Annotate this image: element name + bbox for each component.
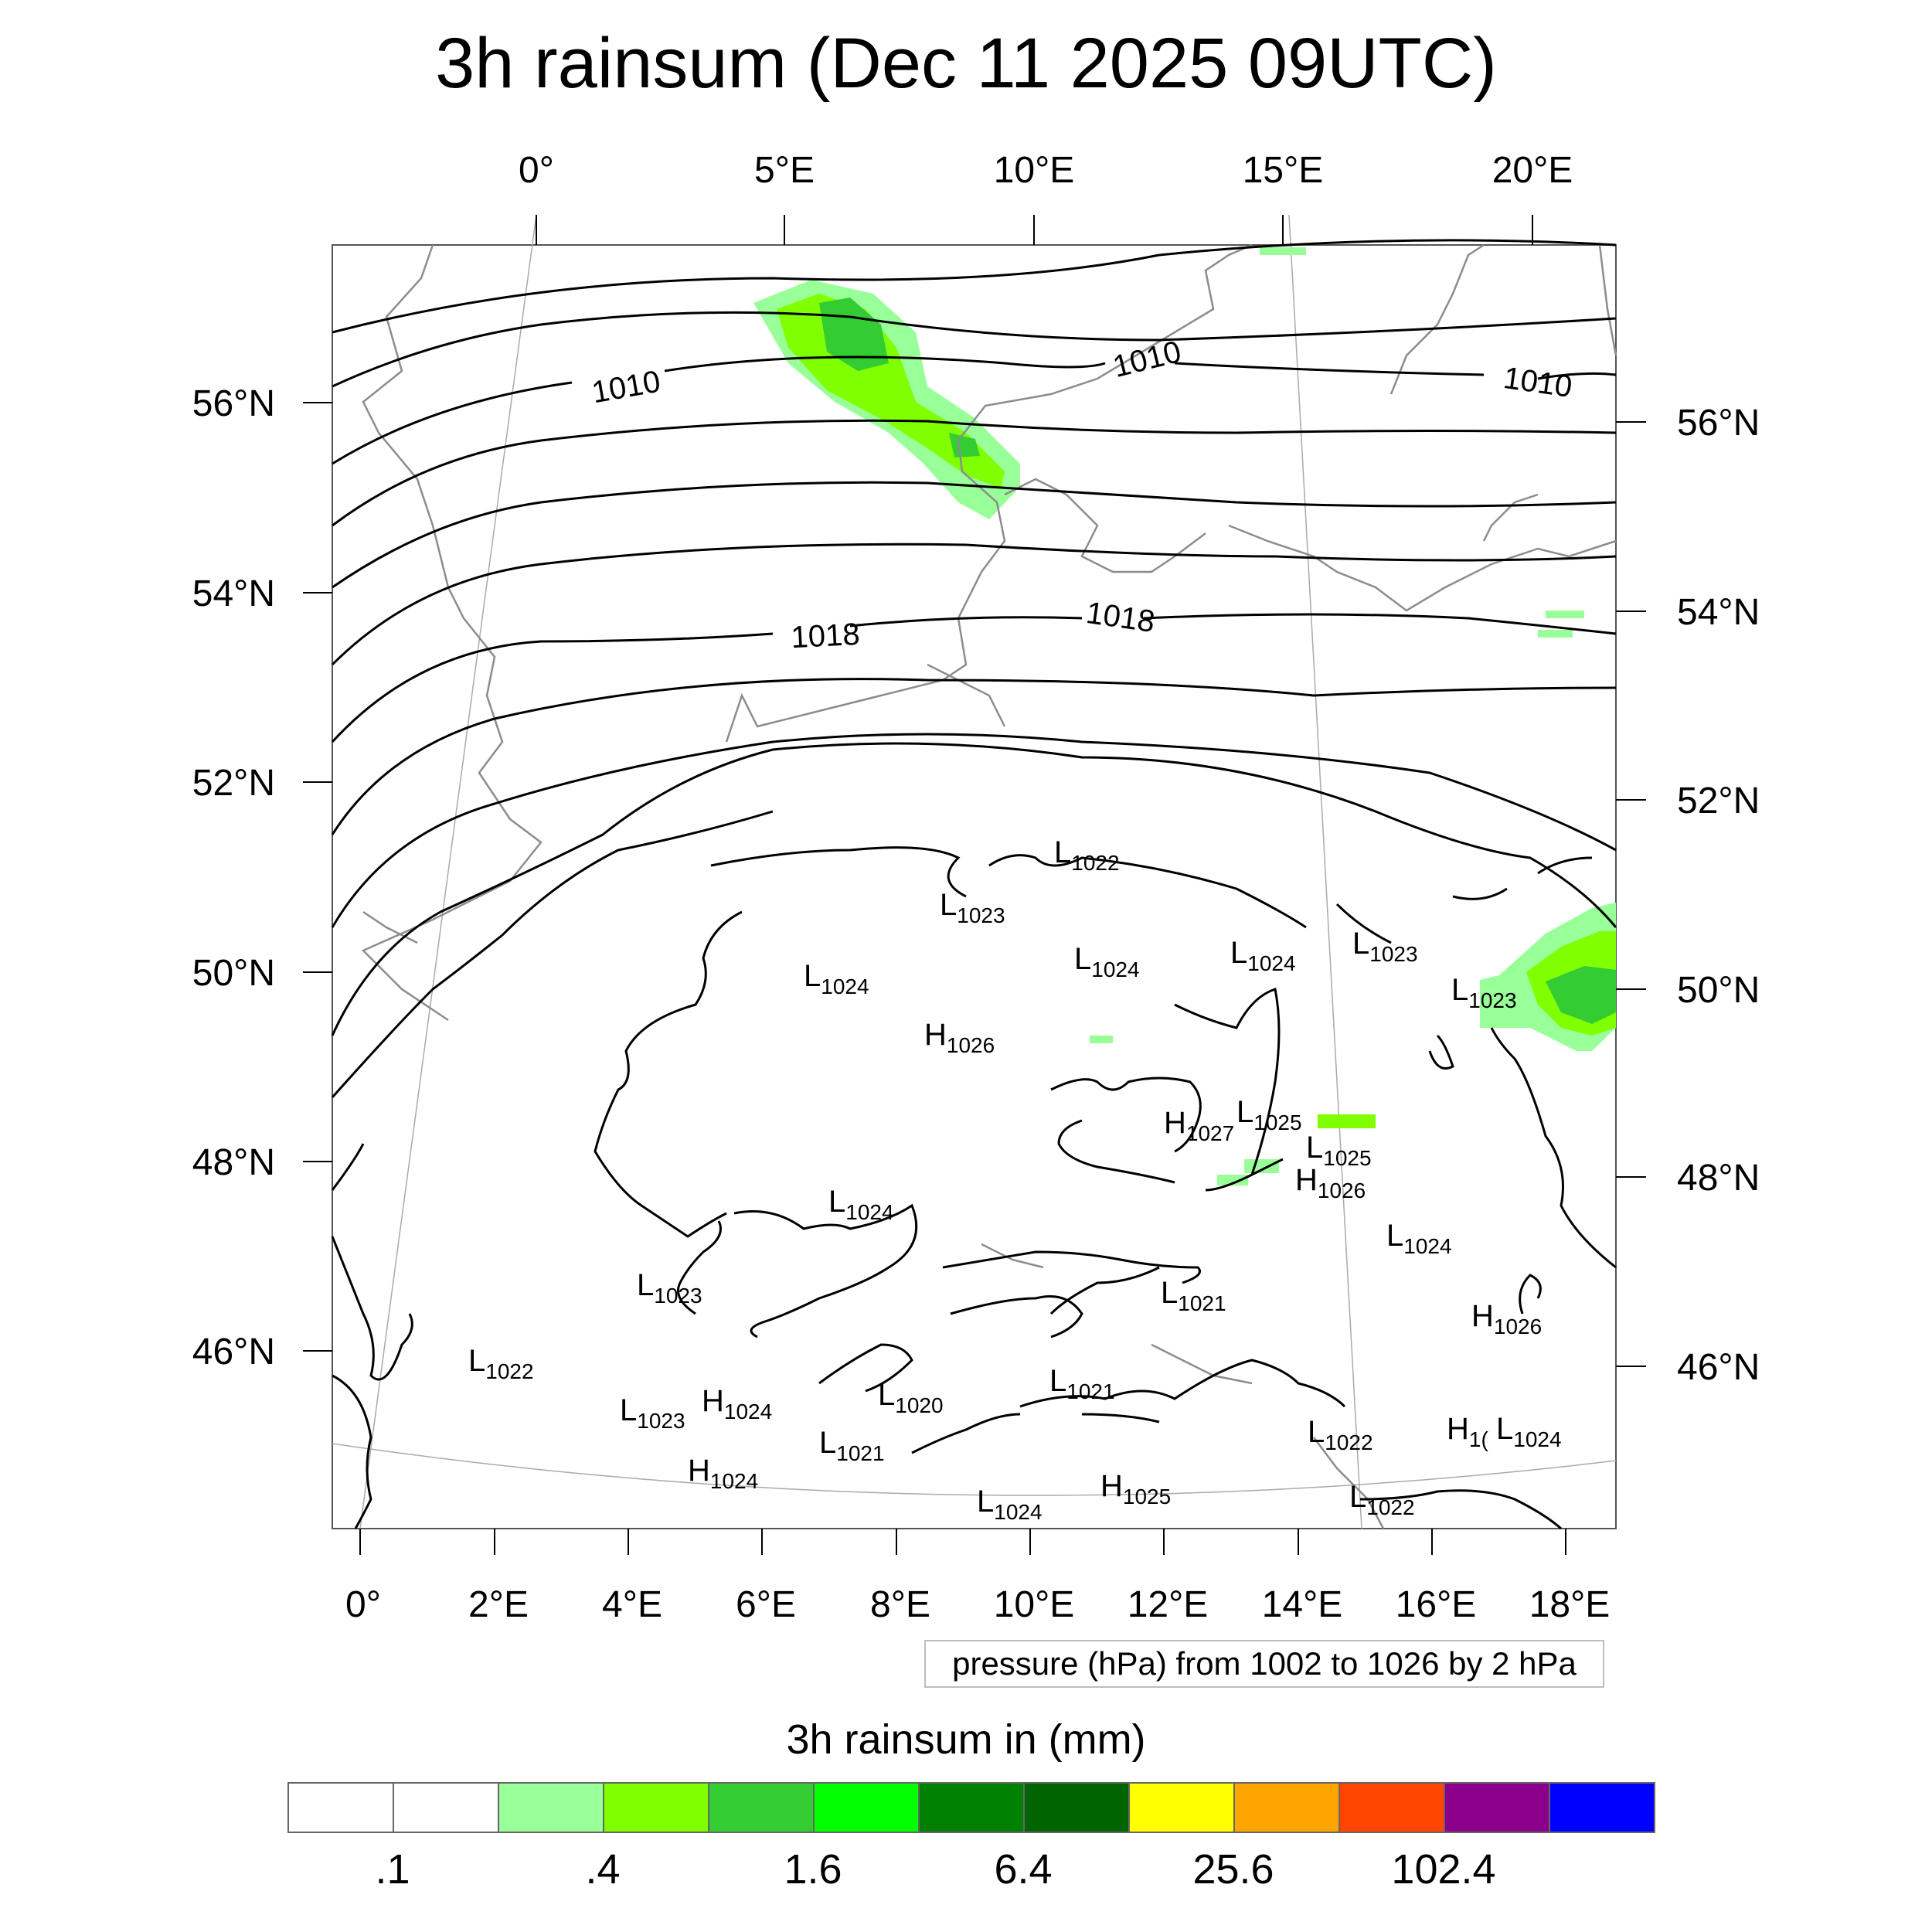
left-lat-label: 56°N	[192, 383, 275, 424]
rain-area-north-sea-core2	[949, 433, 980, 457]
isobar-label: 1018	[790, 617, 860, 655]
pressure-system-label: L1021	[819, 1426, 885, 1465]
coastlines	[361, 243, 1617, 1529]
colorbar-swatch	[289, 1784, 394, 1832]
pressure-system-label: L1024	[977, 1485, 1043, 1524]
right-lat-label: 50°N	[1677, 970, 1760, 1011]
left-lat-label: 52°N	[192, 763, 275, 804]
colorbar	[287, 1782, 1655, 1833]
pressure-system-label: L1023	[940, 888, 1005, 927]
rain-area-baltic	[1260, 247, 1306, 255]
colorbar-swatch	[1445, 1784, 1550, 1832]
pressure-system-label: L1024	[1230, 936, 1296, 975]
left-lat-label: 50°N	[192, 953, 275, 994]
colorbar-swatch	[499, 1784, 604, 1832]
left-lat-label: 54°N	[192, 573, 275, 614]
pressure-system-label: L1023	[1451, 973, 1517, 1012]
bottom-lon-label: 12°E	[1128, 1584, 1209, 1625]
pressure-system-label: L1022	[1054, 835, 1120, 875]
pressure-system-label: L1021	[1161, 1276, 1226, 1315]
top-lon-label: 20°E	[1492, 150, 1573, 191]
pressure-system-label: L1024	[804, 959, 869, 998]
pressure-system-label: H1026	[924, 1018, 995, 1057]
bottom-lon-label: 0°	[345, 1584, 381, 1625]
colorbar-swatch	[920, 1784, 1025, 1832]
pressure-system-label: L1022	[1308, 1415, 1373, 1454]
tick-marks	[303, 215, 1646, 1555]
bottom-lon-label: 8°E	[870, 1584, 930, 1625]
pressure-system-label: L1024	[1386, 1219, 1452, 1258]
graticule	[332, 214, 1617, 1529]
pressure-system-label: H1026	[1471, 1299, 1542, 1338]
top-lon-label: 0°	[519, 150, 554, 191]
colorbar-swatch	[1025, 1784, 1130, 1832]
colorbar-title: 3h rainsum in (mm)	[786, 1716, 1146, 1763]
left-lat-label: 48°N	[192, 1142, 275, 1183]
right-lat-label: 54°N	[1677, 592, 1760, 633]
colorbar-swatch	[1235, 1784, 1340, 1832]
right-lat-label: 52°N	[1677, 781, 1760, 821]
pressure-system-label: L1020	[878, 1378, 944, 1417]
colorbar-label: .1	[375, 1846, 410, 1893]
pressure-system-label: H1025	[1100, 1469, 1171, 1509]
top-lon-label: 5°E	[754, 150, 815, 191]
pressure-system-label: L1023	[1352, 927, 1418, 966]
rain-area-austria	[1217, 1175, 1248, 1185]
pressure-system-label: L1023	[620, 1393, 685, 1433]
right-lat-label: 46°N	[1677, 1347, 1760, 1388]
map-title: 3h rainsum (Dec 11 2025 09UTC)	[435, 24, 1497, 103]
rain-area-poland-2	[1538, 630, 1573, 638]
pressure-system-label: L1025	[1306, 1131, 1372, 1170]
colorbar-swatch	[604, 1784, 709, 1832]
colorbar-label: 102.4	[1391, 1846, 1496, 1893]
bottom-lon-label: 18°E	[1529, 1584, 1611, 1625]
left-lat-label: 46°N	[192, 1332, 275, 1372]
colorbar-swatch	[1550, 1784, 1654, 1832]
colorbar-label: 6.4	[994, 1846, 1053, 1893]
bottom-lon-label: 10°E	[994, 1584, 1075, 1625]
pressure-system-label: L1021	[1049, 1364, 1115, 1403]
pressure-system-label: H1027	[1164, 1106, 1234, 1145]
rain-area-czech	[1318, 1114, 1376, 1128]
rain-area-poland	[1546, 611, 1584, 618]
pressure-system-label: L1024	[828, 1185, 894, 1224]
pressure-system-label: L1023	[637, 1268, 702, 1308]
pressure-system-label: L1024	[1496, 1412, 1562, 1451]
pressure-system-label: H1024	[688, 1454, 758, 1493]
top-lon-label: 15°E	[1243, 150, 1324, 191]
right-lat-label: 48°N	[1677, 1158, 1760, 1199]
colorbar-swatch	[1340, 1784, 1445, 1832]
pressure-system-label: H1(	[1447, 1412, 1488, 1451]
pressure-systems: L1022 L1023 L1024 L1024 L1024 L1023 L102…	[468, 835, 1562, 1524]
colorbar-label: 1.6	[784, 1846, 842, 1893]
colorbar-swatch	[1130, 1784, 1235, 1832]
right-lat-label: 56°N	[1677, 403, 1760, 444]
top-lon-label: 10°E	[994, 150, 1075, 191]
pressure-system-label: L1024	[1074, 942, 1140, 981]
colorbar-label: .4	[585, 1846, 621, 1893]
pressure-system-label: L1022	[468, 1344, 534, 1383]
pressure-system-label: L1025	[1236, 1095, 1302, 1134]
pressure-contour-note: pressure (hPa) from 1002 to 1026 by 2 hP…	[924, 1640, 1604, 1688]
pressure-system-label: H1026	[1295, 1163, 1366, 1202]
colorbar-label: 25.6	[1192, 1846, 1274, 1893]
rain-area-east-core	[1546, 966, 1616, 1024]
bottom-lon-label: 6°E	[736, 1584, 796, 1625]
isobars	[331, 239, 1617, 1530]
rain-area-czech-3	[1090, 1036, 1113, 1043]
bottom-lon-label: 14°E	[1262, 1584, 1343, 1625]
pressure-system-label: H1024	[702, 1384, 772, 1423]
colorbar-swatch	[709, 1784, 815, 1832]
colorbar-swatch	[815, 1784, 920, 1832]
bottom-lon-label: 2°E	[468, 1584, 529, 1625]
pressure-system-label: L1022	[1349, 1480, 1415, 1519]
colorbar-swatch	[394, 1784, 499, 1832]
bottom-lon-label: 4°E	[602, 1584, 662, 1625]
bottom-lon-label: 16°E	[1396, 1584, 1477, 1625]
